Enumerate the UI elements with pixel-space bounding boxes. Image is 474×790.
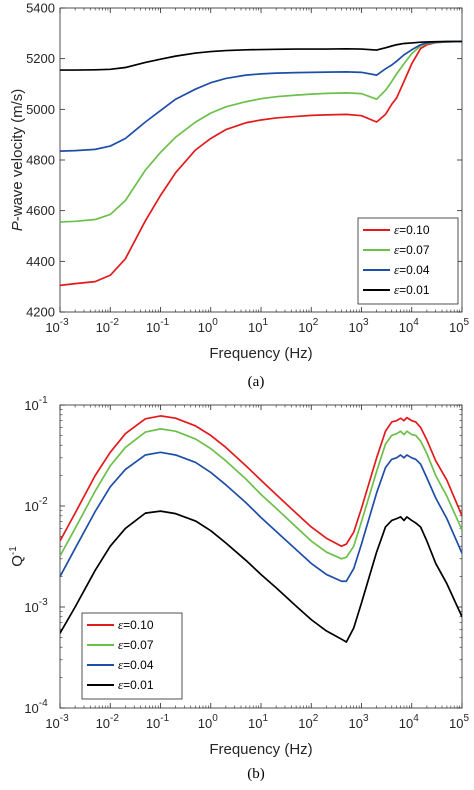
panel-label: (a) — [248, 374, 265, 390]
panel-label: (b) — [247, 766, 265, 782]
series-line — [60, 510, 462, 643]
x-tick-label: 10-1 — [146, 713, 170, 731]
series-line — [60, 40, 462, 71]
x-tick-label: 101 — [248, 317, 268, 335]
legend-entry: ε=0.10 — [394, 222, 430, 237]
legend: ε=0.10 ε=0.07 ε=0.04 ε=0.01 — [81, 612, 183, 700]
y-tick-label: 10-1 — [24, 395, 48, 413]
legend-entry: ε=0.07 — [394, 242, 430, 257]
x-tick-label: 102 — [298, 317, 318, 335]
velocity-chart: 10-3 10-2 10-1 100 101 102 103 104 105 4200 4400 46… — [9, 1, 469, 391]
x-axis-label: Frequency (Hz) — [209, 741, 312, 758]
attenuation-chart: 10-3 10-2 10-1 100 101 102 103 104 10510-410-310… — [8, 395, 469, 782]
x-tick-label: 101 — [248, 713, 268, 731]
x-tick-label: 103 — [348, 317, 368, 335]
x-tick-label: 103 — [348, 713, 368, 731]
x-tick-label: 100 — [198, 713, 218, 731]
series-line — [60, 415, 462, 548]
y-tick-label: 5000 — [26, 102, 55, 117]
x-tick-label: 105 — [449, 713, 469, 731]
x-tick-label: 10-3 — [45, 713, 69, 731]
x-tick-label: 10-1 — [146, 317, 170, 335]
series-group — [60, 40, 462, 287]
series-line — [60, 451, 462, 583]
x-tick-label: 104 — [399, 713, 419, 731]
y-tick-label: 10-2 — [24, 496, 48, 514]
y-tick-label: 4400 — [26, 254, 55, 269]
legend: ε=0.10 ε=0.07 ε=0.04 ε=0.01 — [357, 217, 459, 305]
y-axis-label: Q-1 — [8, 546, 26, 567]
y-tick-label: 10-4 — [24, 698, 48, 716]
legend-entry: ε=0.01 — [394, 282, 430, 297]
legend-entry: ε=0.04 — [118, 657, 154, 672]
y-axis-label: P-wave velocity (m/s) — [9, 89, 26, 232]
y-tick-label: 4200 — [26, 305, 55, 320]
legend-entry: ε=0.07 — [118, 637, 154, 652]
x-tick-label: 102 — [298, 713, 318, 731]
x-tick-label: 10-2 — [96, 317, 120, 335]
x-tick-label: 104 — [399, 317, 419, 335]
series-line — [60, 428, 462, 560]
x-tick-label: 10-3 — [45, 317, 69, 335]
y-tick-label: 10-3 — [24, 597, 48, 615]
series-line — [60, 40, 462, 287]
x-tick-label: 105 — [449, 317, 469, 335]
series-line — [60, 40, 462, 223]
legend-entry: ε=0.01 — [118, 677, 154, 692]
y-tick-label: 4800 — [26, 153, 55, 168]
legend-entry: ε=0.10 — [118, 617, 154, 632]
legend-entry: ε=0.04 — [394, 262, 430, 277]
x-tick-label: 10-2 — [96, 713, 120, 731]
series-group — [60, 415, 462, 643]
y-tick-label: 5200 — [26, 51, 55, 66]
y-tick-label: 4600 — [26, 203, 55, 218]
x-axis-label: Frequency (Hz) — [209, 345, 312, 362]
series-line — [60, 40, 462, 152]
x-tick-label: 100 — [198, 317, 218, 335]
y-tick-label: 5400 — [26, 1, 55, 16]
